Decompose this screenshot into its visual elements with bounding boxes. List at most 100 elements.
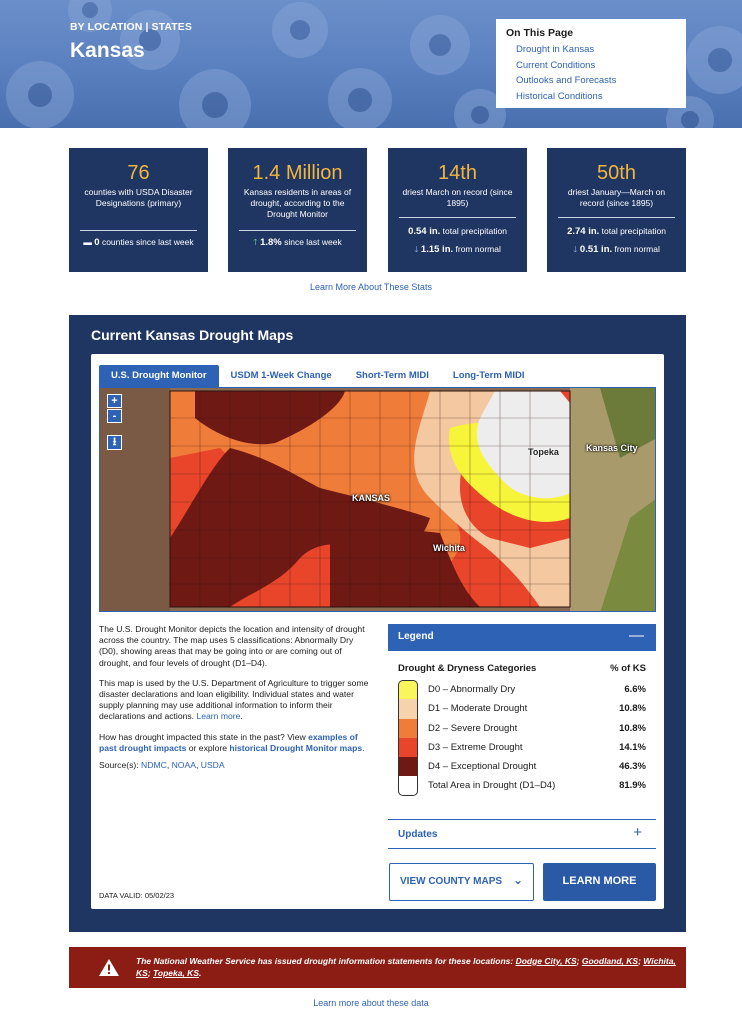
sources: Source(s): NDMC, NOAA, USDA bbox=[99, 760, 225, 771]
legend-label: D4 – Exceptional Drought bbox=[428, 761, 537, 773]
arrow-down-icon: 🡓 bbox=[414, 244, 419, 254]
map-label-topeka: Topeka bbox=[528, 447, 559, 457]
stat-card-jan-march: 50th driest January—March on record (sin… bbox=[547, 148, 686, 272]
divider bbox=[239, 230, 356, 231]
alert-link-topeka[interactable]: Topeka, KS bbox=[153, 968, 199, 978]
page-title: Kansas bbox=[70, 39, 145, 62]
source-ndmc-link[interactable]: NDMC bbox=[141, 760, 167, 771]
warning-icon bbox=[99, 959, 119, 976]
stat-normal-value: 1.15 in. bbox=[420, 244, 454, 255]
description-paragraph-1: The U.S. Drought Monitor depicts the loc… bbox=[99, 624, 365, 668]
legend-percent: 10.8% bbox=[619, 722, 646, 734]
swatch-d2 bbox=[398, 718, 418, 738]
description-paragraph-3: How has drought impacted this state in t… bbox=[99, 731, 365, 753]
stat-description: driest January—March on record (since 18… bbox=[567, 187, 666, 208]
stat-normal-value: 0.51 in. bbox=[579, 244, 613, 255]
view-county-maps-button[interactable]: VIEW COUNTY MAPS ⌄ bbox=[389, 863, 534, 901]
otp-link-drought-in-kansas[interactable]: Drought in Kansas bbox=[516, 44, 595, 55]
stat-normal: 🡓 1.15 in. from normal bbox=[394, 244, 521, 255]
learn-more-data-link[interactable]: Learn more about these data bbox=[313, 998, 429, 1008]
tab-usdm-1-week-change[interactable]: USDM 1-Week Change bbox=[230, 370, 332, 381]
legend-label: D2 – Severe Drought bbox=[428, 722, 518, 734]
stat-value: 50th bbox=[597, 162, 636, 184]
learn-more-button[interactable]: LEARN MORE bbox=[543, 863, 656, 901]
divider bbox=[558, 217, 675, 218]
tab-long-term-midi[interactable]: Long-Term MIDI bbox=[452, 370, 525, 381]
zoom-in-button[interactable]: + bbox=[107, 394, 122, 408]
legend-header[interactable]: Legend — bbox=[388, 624, 656, 651]
nws-alert-banner: The National Weather Service has issued … bbox=[69, 947, 686, 988]
past-drought-impacts-link[interactable]: examples of past drought impacts bbox=[99, 731, 358, 753]
swatch-d3 bbox=[398, 737, 418, 758]
stat-precip-text: total precipitation bbox=[442, 226, 507, 236]
otp-link-outlooks[interactable]: Outlooks and Forecasts bbox=[516, 75, 617, 86]
tab-short-term-midi[interactable]: Short-Term MIDI bbox=[355, 370, 429, 381]
otp-link-current-conditions[interactable]: Current Conditions bbox=[516, 59, 596, 71]
drought-map-canvas bbox=[100, 388, 655, 611]
stat-change: 🡑 1.8% since last week bbox=[234, 237, 361, 248]
map-label-kansas: KANSAS bbox=[352, 493, 391, 503]
alert-link-goodland[interactable]: Goodland, KS bbox=[581, 956, 639, 966]
legend-label: D1 – Moderate Drought bbox=[428, 703, 528, 715]
data-valid-date: DATA VALID: 05/02/23 bbox=[99, 891, 175, 900]
legend-row-d0: D0 – Abnormally Dry 6.6% bbox=[388, 680, 656, 700]
download-icon[interactable]: ⭳ bbox=[107, 435, 122, 450]
source-noaa-link[interactable]: NOAA bbox=[171, 760, 196, 771]
stat-change: ▬ 0 counties since last week bbox=[75, 237, 202, 248]
learn-more-stats-link[interactable]: Learn More About These Stats bbox=[310, 282, 432, 292]
breadcrumb[interactable]: BY LOCATION | STATES bbox=[70, 21, 192, 33]
arrow-down-icon: 🡓 bbox=[573, 244, 578, 254]
stat-precip-text: total precipitation bbox=[601, 226, 666, 236]
legend-panel: Legend — Drought & Dryness Categories % … bbox=[388, 624, 656, 796]
map-label-kansas-city: Kansas City bbox=[586, 443, 638, 453]
expand-icon[interactable]: + bbox=[633, 824, 642, 841]
legend-label: D0 – Abnormally Dry bbox=[428, 684, 516, 695]
zoom-out-button[interactable]: - bbox=[107, 409, 122, 423]
alert-link-wichita[interactable]: Wichita, KS bbox=[136, 956, 676, 978]
learn-more-link[interactable]: Learn more bbox=[196, 711, 241, 722]
stat-description: driest March on record (since 1895) bbox=[402, 187, 513, 208]
divider bbox=[399, 217, 516, 218]
swatch-d1 bbox=[398, 699, 418, 719]
legend-row-total: Total Area in Drought (D1–D4) 81.9% bbox=[388, 776, 656, 796]
description-paragraph-2: This map is used by the U.S. Department … bbox=[99, 677, 369, 722]
stat-normal-text: from normal bbox=[614, 244, 660, 254]
updates-accordion[interactable]: Updates + bbox=[388, 819, 656, 849]
legend-row-d4: D4 – Exceptional Drought 46.3% bbox=[388, 757, 656, 777]
legend-percent: 10.8% bbox=[619, 703, 646, 715]
arrow-up-icon: 🡑 bbox=[253, 237, 258, 247]
legend-row-d3: D3 – Extreme Drought 14.1% bbox=[388, 737, 656, 758]
stat-change-text: since last week bbox=[284, 237, 342, 247]
stat-value: 76 bbox=[127, 162, 150, 184]
map-label-wichita: Wichita bbox=[433, 543, 465, 553]
legend-label: D3 – Extreme Drought bbox=[428, 741, 523, 753]
drought-map[interactable]: + - ⭳ KANSAS Topeka Kansas City Wichita bbox=[99, 387, 656, 612]
stat-description: Kansas residents in areas of drought, ac… bbox=[243, 187, 352, 219]
maps-title: Current Kansas Drought Maps bbox=[91, 327, 294, 343]
collapse-icon[interactable]: — bbox=[629, 627, 644, 644]
stat-card-residents: 1.4 Million Kansas residents in areas of… bbox=[228, 148, 367, 272]
hero-banner: BY LOCATION | STATES Kansas On This Page… bbox=[0, 0, 742, 128]
source-usda-link[interactable]: USDA bbox=[200, 760, 225, 771]
alert-link-dodge-city[interactable]: Dodge City, KS bbox=[515, 956, 577, 966]
maps-card: U.S. Drought Monitor USDM 1-Week Change … bbox=[91, 354, 664, 909]
historical-maps-link[interactable]: historical Drought Monitor maps bbox=[229, 742, 363, 753]
stat-normal-text: from normal bbox=[455, 244, 501, 254]
legend-columns: Drought & Dryness Categories % of KS bbox=[388, 651, 656, 680]
dash-icon: ▬ bbox=[83, 237, 92, 247]
legend-row-d1: D1 – Moderate Drought 10.8% bbox=[388, 699, 656, 719]
stat-change-text: counties since last week bbox=[101, 237, 194, 247]
map-tabs: U.S. Drought Monitor USDM 1-Week Change … bbox=[99, 365, 536, 387]
chevron-down-icon: ⌄ bbox=[512, 873, 523, 887]
legend-col-percent: % of KS bbox=[610, 663, 646, 674]
tab-us-drought-monitor[interactable]: U.S. Drought Monitor bbox=[99, 365, 219, 387]
stat-value: 1.4 Million bbox=[252, 162, 343, 184]
legend-percent: 6.6% bbox=[624, 684, 646, 695]
stat-normal: 🡓 0.51 in. from normal bbox=[553, 244, 680, 255]
stat-change-value: 0 bbox=[94, 237, 100, 248]
stat-value: 14th bbox=[438, 162, 477, 184]
stat-precip-value: 2.74 in. bbox=[567, 226, 600, 237]
stat-card-disaster-designations: 76 counties with USDA Disaster Designati… bbox=[69, 148, 208, 272]
otp-link-historical[interactable]: Historical Conditions bbox=[516, 90, 603, 102]
legend-label: Total Area in Drought (D1–D4) bbox=[428, 780, 556, 792]
